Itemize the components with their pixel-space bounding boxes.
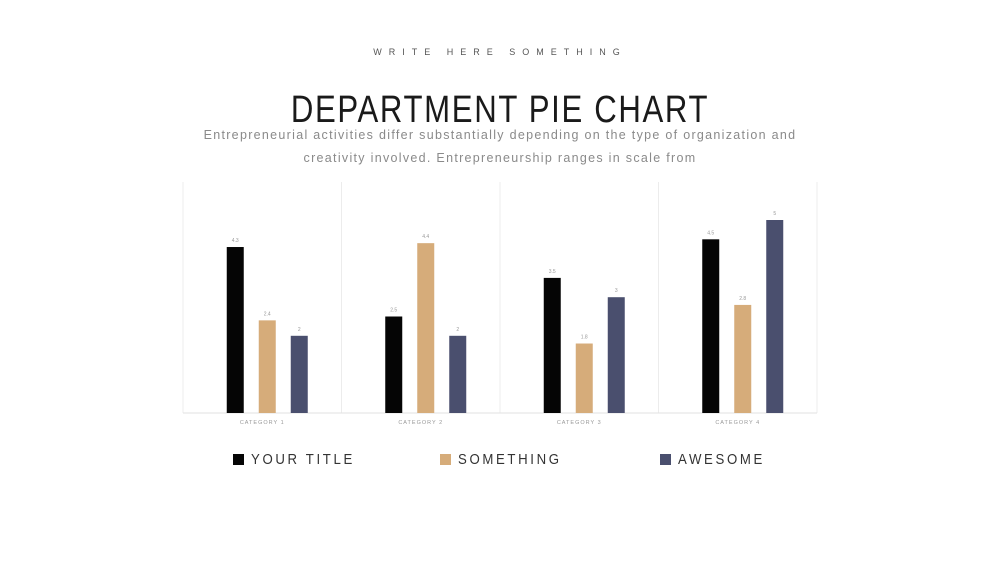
x-tick-label: CATEGORY 1 <box>240 420 285 426</box>
legend-label: AWESOME <box>678 450 765 468</box>
legend-swatch <box>440 453 451 465</box>
bar <box>449 335 467 413</box>
bar <box>734 304 752 413</box>
bar <box>417 243 435 413</box>
legend-swatch <box>660 453 671 465</box>
page-title: DEPARTMENT PIE CHART <box>290 89 710 132</box>
legend-item-your-title: YOUR TITLE <box>233 449 369 469</box>
data-label: 4.4 <box>422 234 429 240</box>
x-tick-label: CATEGORY 3 <box>557 420 602 426</box>
bar <box>258 320 276 413</box>
x-tick-label: CATEGORY 2 <box>398 420 443 426</box>
data-label: 4.5 <box>707 230 714 236</box>
bar <box>766 220 784 413</box>
data-label: 2 <box>298 327 301 333</box>
legend-label: SOMETHING <box>458 450 562 468</box>
bar <box>226 247 244 413</box>
data-label: 3.5 <box>549 269 556 275</box>
bar <box>385 316 403 413</box>
bar <box>290 335 308 413</box>
data-label: 2.4 <box>264 311 271 317</box>
data-label: 5 <box>773 211 776 217</box>
eyebrow-text: WRITE HERE SOMETHING <box>373 47 627 57</box>
legend-swatch <box>233 453 244 465</box>
data-label: 1.8 <box>581 335 588 341</box>
x-tick-label: CATEGORY 4 <box>715 420 760 426</box>
legend-item-something: SOMETHING <box>440 449 576 469</box>
data-label: 3 <box>615 288 618 294</box>
data-label: 2.8 <box>739 296 746 302</box>
legend-label: YOUR TITLE <box>251 450 355 468</box>
data-label: 2 <box>456 327 459 333</box>
legend-item-awesome: AWESOME <box>660 449 777 469</box>
bar <box>543 277 561 413</box>
bar <box>607 297 625 413</box>
bar <box>575 343 593 413</box>
data-label: 2.5 <box>390 308 397 314</box>
data-label: 4.3 <box>232 238 239 244</box>
bar <box>702 239 720 413</box>
description-text: Entrepreneurial activities differ substa… <box>203 128 797 165</box>
